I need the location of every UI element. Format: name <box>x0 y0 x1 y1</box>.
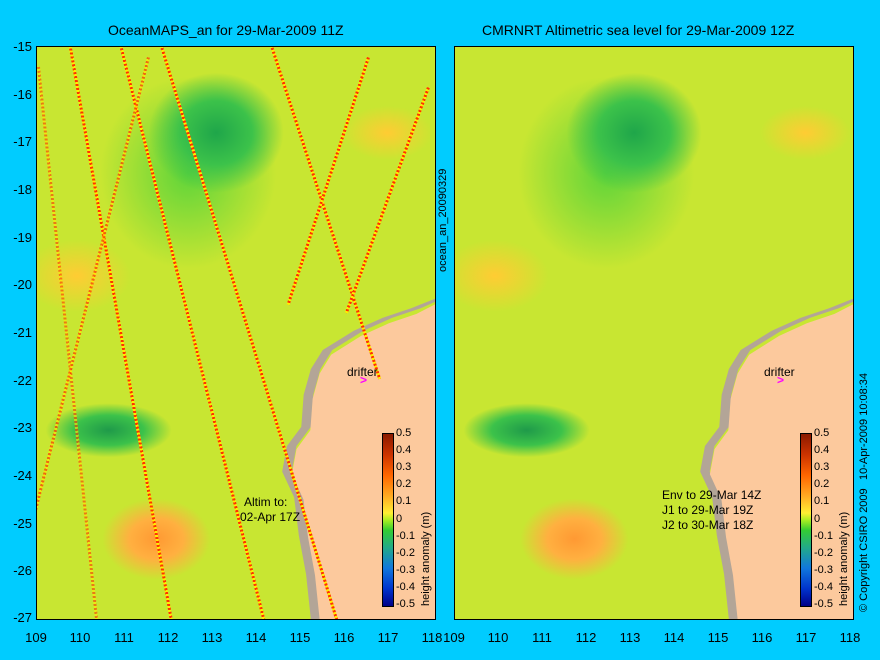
x-tick-label: 110 <box>69 630 91 645</box>
drifter-label: drifter <box>347 365 378 379</box>
y-tick-label: -25 <box>13 516 32 531</box>
drifter-arrow-icon: > <box>777 373 785 387</box>
right-map-title: CMRNRT Altimetric sea level for 29-Mar-2… <box>482 22 795 38</box>
colorbar-tick: -0.4 <box>396 581 415 593</box>
colorbar-tick: 0.2 <box>814 478 830 490</box>
altimeter-track <box>117 47 275 619</box>
colorbar-tick: -0.5 <box>396 598 415 610</box>
altimeter-track <box>267 47 382 380</box>
x-tick-label: 118 <box>839 630 861 645</box>
x-tick-label: 118 <box>421 630 443 645</box>
x-tick-label: 113 <box>619 630 641 645</box>
x-tick-label: 112 <box>575 630 597 645</box>
x-tick-label: 109 <box>443 630 465 645</box>
colorbar-tick: -0.2 <box>396 547 415 559</box>
right-colorbar <box>800 433 812 607</box>
y-tick-label: -27 <box>13 610 32 625</box>
x-tick-label: 111 <box>532 630 552 645</box>
env-line: Env to 29-Mar 14Z <box>662 488 762 502</box>
y-tick-label: -26 <box>13 563 32 578</box>
j2-line: J2 to 30-Mar 18Z <box>662 518 754 532</box>
y-tick-label: -23 <box>13 420 32 435</box>
drifter-label: drifter <box>764 365 795 379</box>
altimeter-track <box>344 87 430 314</box>
y-tick-label: -24 <box>13 468 32 483</box>
y-tick-label: -20 <box>13 277 32 292</box>
y-tick-label: -18 <box>13 182 32 197</box>
y-tick-label: -16 <box>13 87 32 102</box>
colorbar-tick: 0.4 <box>814 444 830 456</box>
left-colorbar <box>382 433 394 607</box>
y-tick-label: -22 <box>13 373 32 388</box>
colorbar-tick: 0.1 <box>396 495 412 507</box>
x-tick-label: 116 <box>333 630 355 645</box>
y-tick-label: -19 <box>13 230 32 245</box>
timestamp-label: 10-Apr-2009 10:08:34 <box>858 372 870 480</box>
altimeter-track <box>67 47 182 619</box>
x-tick-label: 111 <box>114 630 134 645</box>
colorbar-tick: -0.5 <box>814 598 833 610</box>
colorbar-tick: 0.3 <box>814 461 830 473</box>
x-tick-label: 110 <box>487 630 509 645</box>
colorbar-tick: -0.3 <box>814 564 833 576</box>
x-tick-label: 113 <box>201 630 223 645</box>
colorbar-tick: 0.5 <box>396 427 412 439</box>
colorbar-tick: -0.4 <box>814 581 833 593</box>
altim-label: Altim to: <box>244 495 288 509</box>
x-tick-label: 109 <box>25 630 47 645</box>
left-map-title: OceanMAPS_an for 29-Mar-2009 11Z <box>108 22 344 38</box>
colorbar-tick: 0.4 <box>396 444 412 456</box>
x-tick-label: 115 <box>707 630 729 645</box>
left-map-panel <box>36 46 436 620</box>
x-tick-label: 114 <box>245 630 267 645</box>
x-tick-label: 115 <box>289 630 311 645</box>
drifter-arrow-icon: > <box>360 373 368 387</box>
altim-date: 02-Apr 17Z <box>240 510 301 524</box>
copyright-label: © Copyright CSIRO 2009 <box>858 488 870 612</box>
altimeter-track <box>286 57 370 306</box>
colorbar-label: height anomaly (m) <box>838 511 850 606</box>
colorbar-tick: 0.5 <box>814 427 830 439</box>
x-tick-label: 116 <box>751 630 773 645</box>
colorbar-tick: -0.3 <box>396 564 415 576</box>
altimeter-track <box>37 66 103 619</box>
colorbar-tick: -0.1 <box>814 530 833 542</box>
y-tick-label: -15 <box>13 39 32 54</box>
colorbar-tick: -0.2 <box>814 547 833 559</box>
y-tick-label: -17 <box>13 134 32 149</box>
colorbar-tick: 0 <box>396 513 403 525</box>
side-run-label: ocean_an_20090329 <box>437 168 449 272</box>
x-tick-label: 112 <box>157 630 179 645</box>
colorbar-tick: 0.2 <box>396 478 412 490</box>
altimeter-track <box>37 57 150 619</box>
colorbar-tick: 0.3 <box>396 461 412 473</box>
colorbar-tick: -0.1 <box>396 530 415 542</box>
colorbar-label: height anomaly (m) <box>420 511 432 606</box>
colorbar-tick: 0.1 <box>814 495 830 507</box>
right-map-panel <box>454 46 854 620</box>
y-tick-label: -21 <box>13 325 32 340</box>
x-tick-label: 117 <box>377 630 399 645</box>
j1-line: J1 to 29-Mar 19Z <box>662 503 754 517</box>
colorbar-tick: 0 <box>814 513 821 525</box>
x-tick-label: 117 <box>795 630 817 645</box>
x-tick-label: 114 <box>663 630 685 645</box>
